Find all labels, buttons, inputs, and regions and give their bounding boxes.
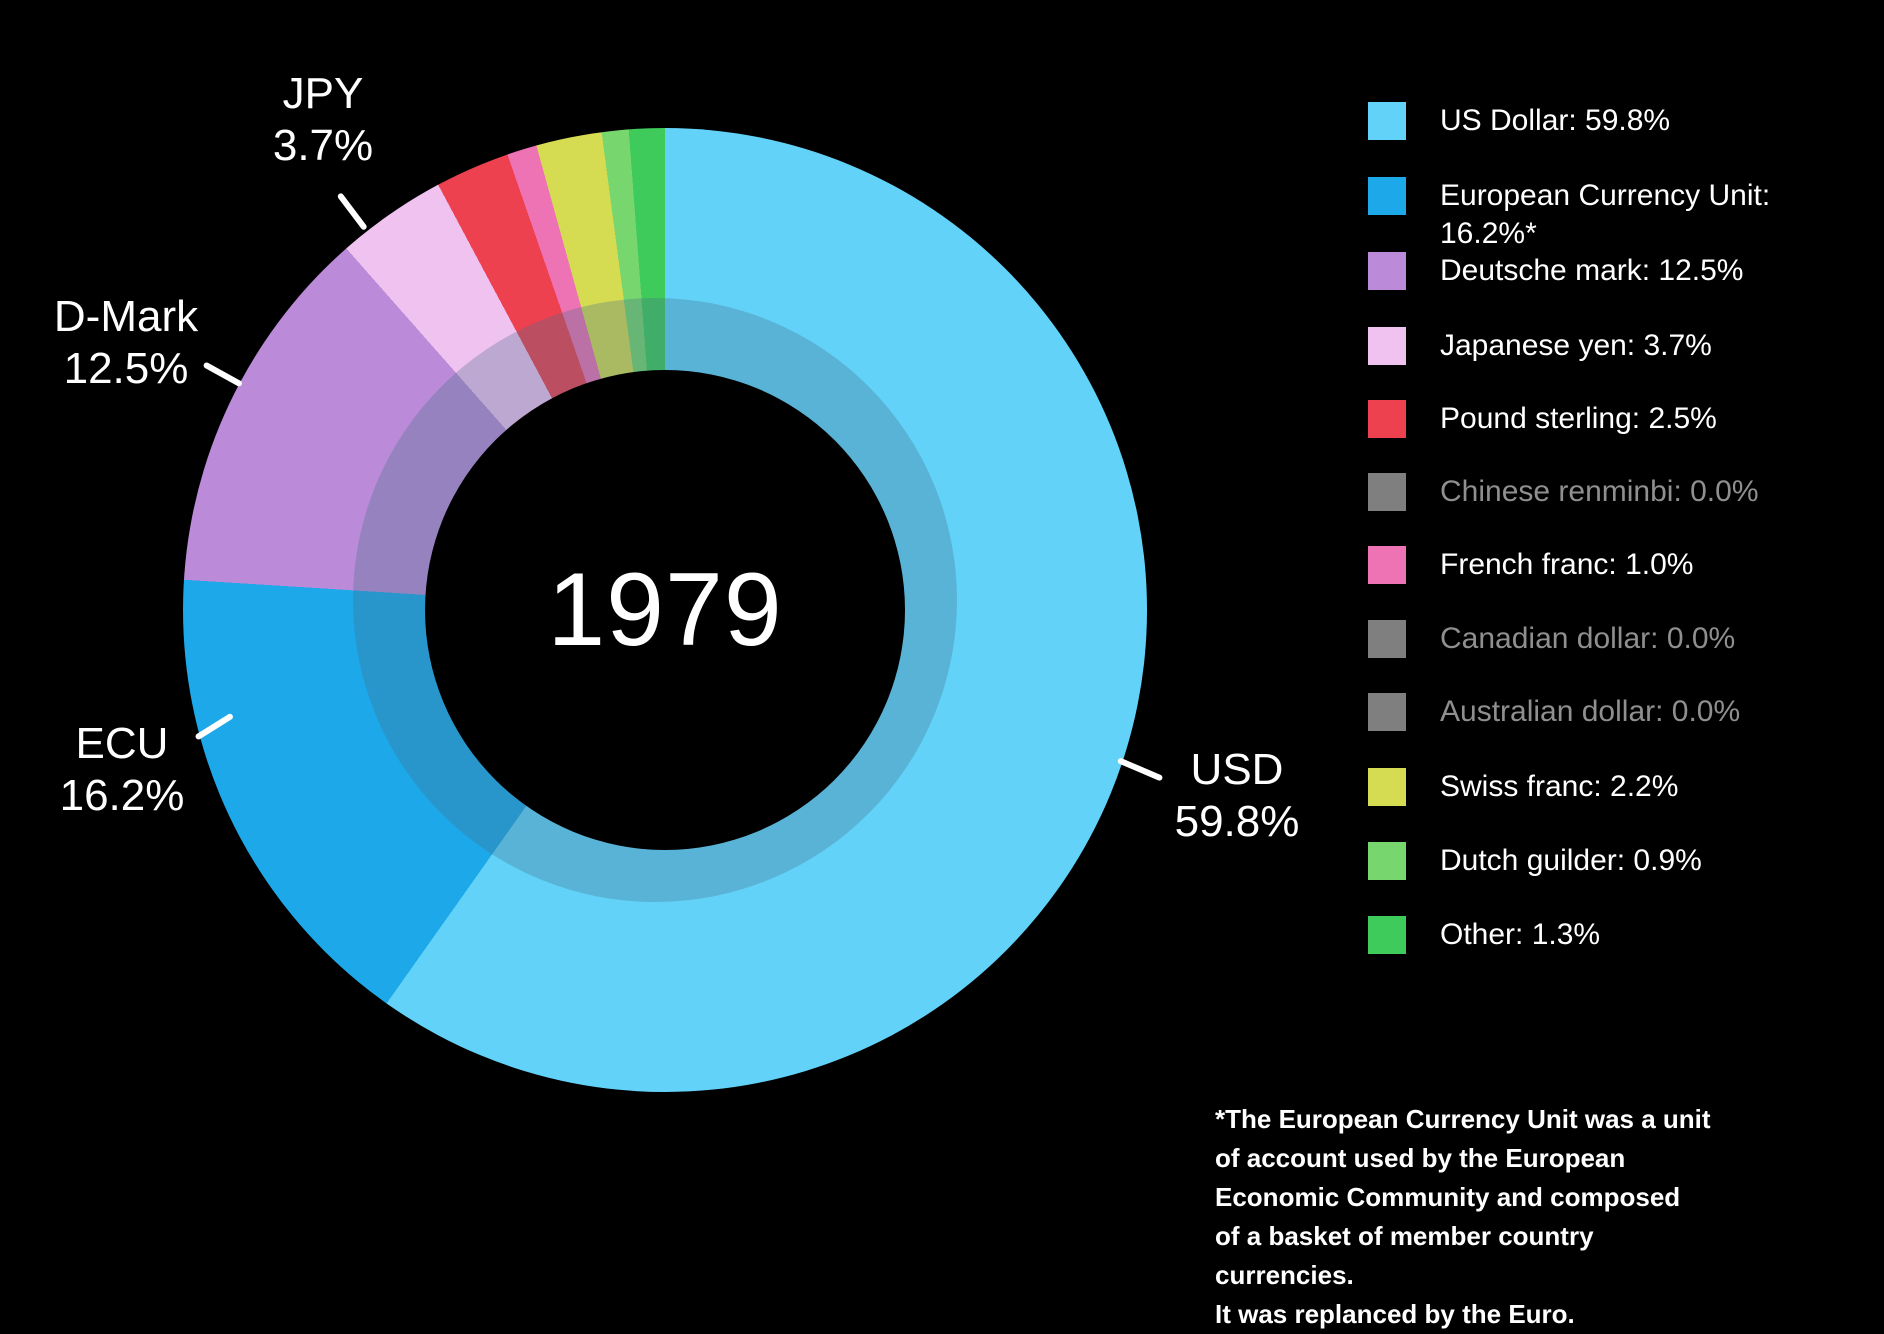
callout-tick-jpy bbox=[336, 192, 368, 231]
legend-item: Pound sterling: 2.5% bbox=[1368, 400, 1717, 438]
legend-label: Swiss franc: 2.2% bbox=[1440, 770, 1679, 803]
footnote-line: of account used by the European bbox=[1215, 1143, 1626, 1173]
callout-jpy: JPY 3.7% bbox=[213, 68, 433, 172]
callout-label: JPY bbox=[282, 69, 364, 118]
donut-chart: 1979 bbox=[183, 128, 1147, 1092]
legend-item: US Dollar: 59.8% bbox=[1368, 102, 1670, 140]
legend-label: Canadian dollar: 0.0% bbox=[1440, 622, 1736, 655]
legend-item: Swiss franc: 2.2% bbox=[1368, 768, 1678, 806]
legend-item: Deutsche mark: 12.5% bbox=[1368, 252, 1743, 290]
legend-swatch bbox=[1368, 400, 1406, 438]
legend-label: Other: 1.3% bbox=[1440, 918, 1601, 951]
center-year-label: 1979 bbox=[547, 551, 783, 668]
legend-swatch bbox=[1368, 473, 1406, 511]
callout-ecu: ECU 16.2% bbox=[12, 718, 232, 822]
callout-dmark: D-Mark 12.5% bbox=[16, 291, 236, 395]
callout-label: ECU bbox=[75, 719, 169, 768]
legend-swatch bbox=[1368, 842, 1406, 880]
callout-value: 12.5% bbox=[63, 344, 189, 393]
legend-swatch bbox=[1368, 102, 1406, 140]
callout-value: 59.8% bbox=[1174, 797, 1300, 846]
footnote-line: of a basket of member country currencies… bbox=[1215, 1221, 1594, 1290]
callout-label: D-Mark bbox=[53, 292, 199, 341]
legend-swatch bbox=[1368, 252, 1406, 290]
callout-usd: USD 59.8% bbox=[1127, 744, 1347, 848]
legend-label: Chinese renminbi: 0.0% bbox=[1440, 475, 1759, 508]
legend-label: Dutch guilder: 0.9% bbox=[1440, 844, 1702, 877]
legend-item: Canadian dollar: 0.0% bbox=[1368, 620, 1735, 658]
legend-item: Dutch guilder: 0.9% bbox=[1368, 842, 1702, 880]
legend-swatch bbox=[1368, 177, 1406, 215]
legend-label: Deutsche mark: 12.5% bbox=[1440, 254, 1744, 287]
legend-label: US Dollar: 59.8% bbox=[1440, 104, 1671, 137]
legend-item: Other: 1.3% bbox=[1368, 916, 1600, 954]
donut-hole: 1979 bbox=[425, 370, 905, 850]
legend-swatch bbox=[1368, 546, 1406, 584]
callout-value: 3.7% bbox=[272, 121, 374, 170]
legend-swatch bbox=[1368, 327, 1406, 365]
legend-swatch bbox=[1368, 768, 1406, 806]
legend-swatch bbox=[1368, 620, 1406, 658]
callout-value: 16.2% bbox=[59, 771, 185, 820]
callout-label: USD bbox=[1190, 745, 1284, 794]
legend-item: Japanese yen: 3.7% bbox=[1368, 327, 1712, 365]
footnote-line: *The European Currency Unit was a unit bbox=[1215, 1104, 1711, 1134]
legend-item: French franc: 1.0% bbox=[1368, 546, 1693, 584]
legend-item: Chinese renminbi: 0.0% bbox=[1368, 473, 1759, 511]
legend-label: Japanese yen: 3.7% bbox=[1440, 329, 1712, 362]
legend-label: French franc: 1.0% bbox=[1440, 548, 1694, 581]
footnote-line: It was replanced by the Euro. bbox=[1215, 1299, 1575, 1329]
legend-label: Australian dollar: 0.0% bbox=[1440, 695, 1741, 728]
legend-item: European Currency Unit: 16.2%* bbox=[1368, 177, 1840, 253]
legend-item: Australian dollar: 0.0% bbox=[1368, 693, 1740, 731]
legend-label: European Currency Unit: 16.2%* bbox=[1440, 179, 1771, 250]
footnote-line: Economic Community and composed bbox=[1215, 1182, 1681, 1212]
legend-label: Pound sterling: 2.5% bbox=[1440, 402, 1717, 435]
legend-swatch bbox=[1368, 916, 1406, 954]
legend-swatch bbox=[1368, 693, 1406, 731]
footnote: *The European Currency Unit was a unit of… bbox=[1215, 1100, 1735, 1334]
